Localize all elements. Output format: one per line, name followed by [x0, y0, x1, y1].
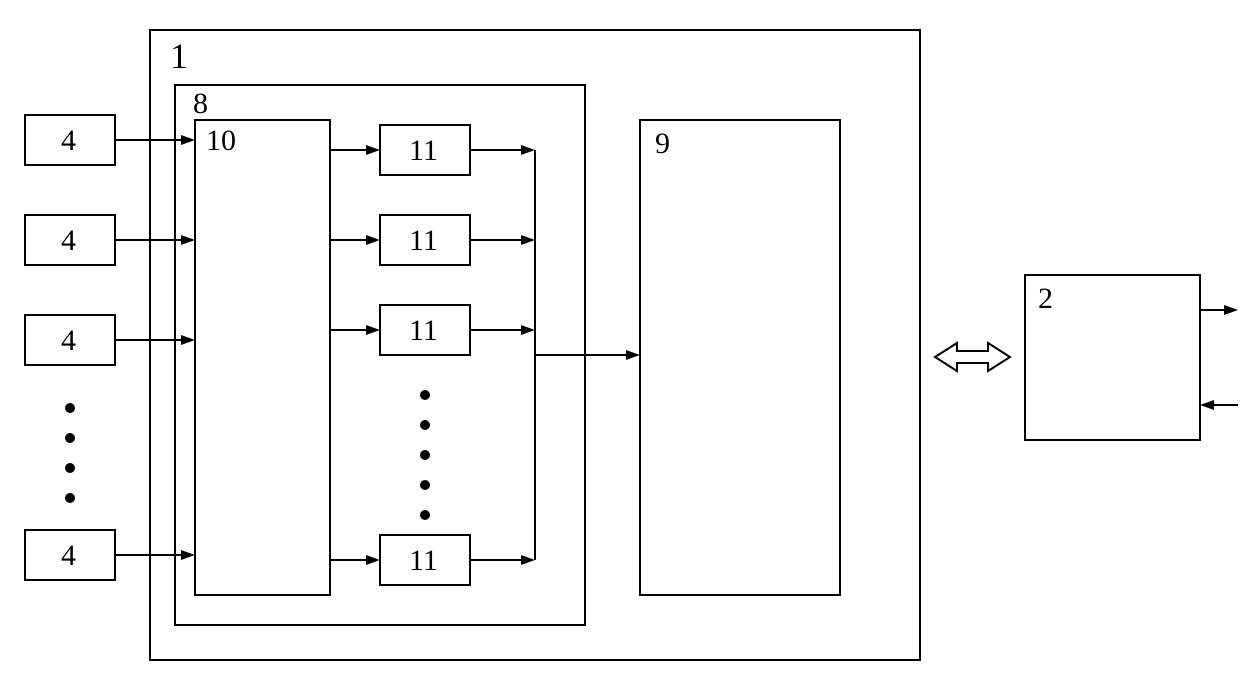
- eleven-box-2-label: 11: [409, 314, 438, 347]
- block-nine-label: 9: [655, 127, 670, 160]
- block-nine: [640, 120, 840, 595]
- eleven-dot-0: [420, 390, 430, 400]
- eleven-box-0-label: 11: [409, 134, 438, 167]
- left-box-3-label: 4: [61, 539, 76, 572]
- eleven-box-3-label: 11: [409, 544, 438, 577]
- left-dot-2: [65, 463, 75, 473]
- left-box-1-label: 4: [61, 224, 76, 257]
- eleven-dot-1: [420, 420, 430, 430]
- eleven-dot-2: [420, 450, 430, 460]
- arrow-2-in-head: [1200, 400, 1214, 410]
- block-two-label: 2: [1038, 282, 1053, 315]
- left-box-0-label: 4: [61, 124, 76, 157]
- left-dot-1: [65, 433, 75, 443]
- block-outer-label: 1: [170, 36, 188, 76]
- arrow-2-out-head: [1224, 305, 1238, 315]
- eleven-dot-3: [420, 480, 430, 490]
- bidirectional-arrow: [935, 343, 1010, 371]
- left-dot-3: [65, 493, 75, 503]
- block-ten: [195, 120, 330, 595]
- eleven-box-1-label: 11: [409, 224, 438, 257]
- left-box-2-label: 4: [61, 324, 76, 357]
- left-dot-0: [65, 403, 75, 413]
- block-ten-label: 10: [206, 124, 236, 157]
- block-inner-label: 8: [193, 87, 208, 120]
- eleven-dot-4: [420, 510, 430, 520]
